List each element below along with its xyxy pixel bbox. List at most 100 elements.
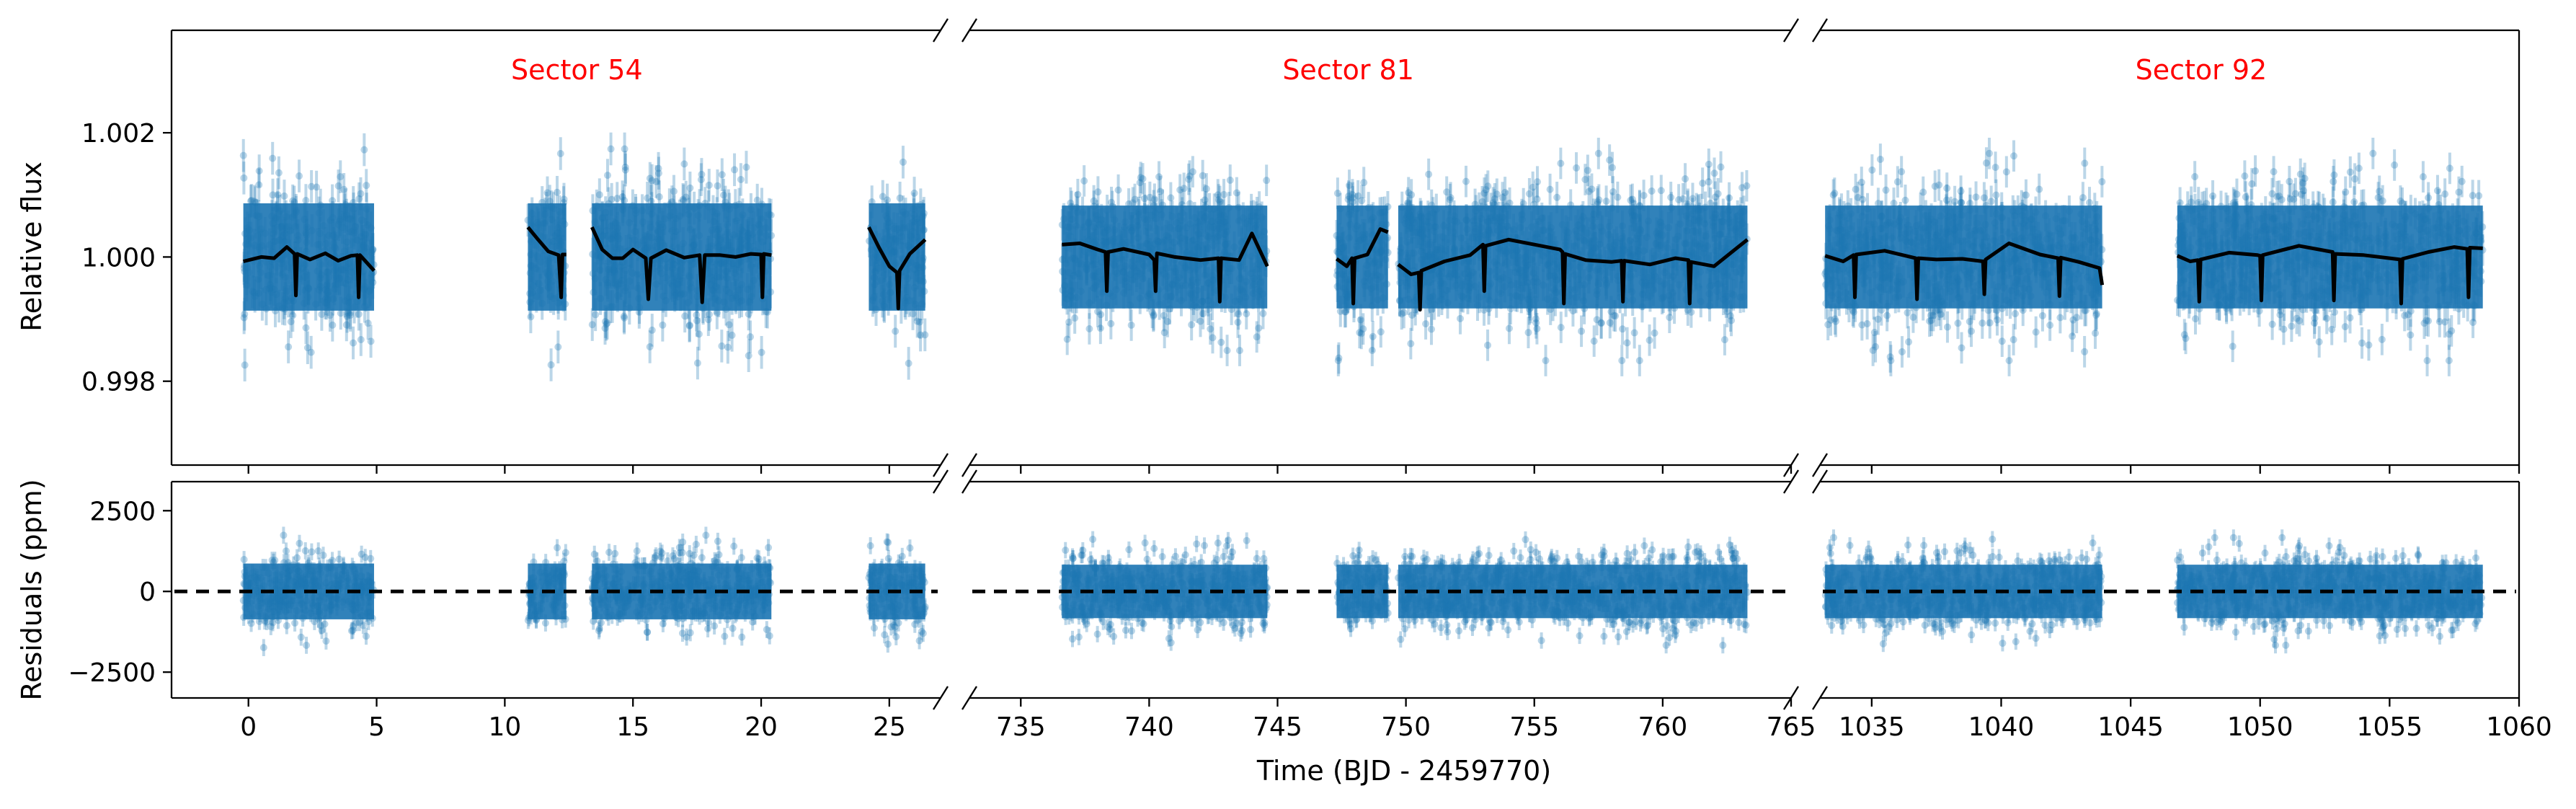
data-point [1470,217,1478,225]
data-point [589,250,597,258]
data-point [1832,317,1840,325]
data-point [1533,178,1541,186]
data-point [1225,203,1233,211]
data-point [1097,311,1105,319]
data-point [327,216,334,224]
data-point [1738,262,1746,270]
data-point [1726,260,1734,268]
data-point [1547,267,1555,275]
data-point [239,151,247,159]
data-point [1109,292,1117,300]
data-point [605,257,613,265]
data-point [1163,231,1171,239]
data-point [745,352,752,360]
data-point [556,149,564,157]
data-point [337,309,345,317]
data-point [913,215,921,223]
data-point [734,261,742,269]
data-point [2011,282,2019,290]
data-point [285,264,293,272]
data-point [1496,224,1504,232]
data-point [343,312,351,320]
data-point [611,262,619,270]
data-point [1206,224,1214,231]
data-point [1463,257,1471,265]
data-point [318,310,326,318]
data-point [1204,233,1212,241]
data-point [1903,238,1911,246]
data-point [1111,262,1119,270]
data-point [1450,244,1458,252]
data-point [1168,281,1176,289]
data-point [1226,265,1234,273]
data-point [1869,346,1877,354]
data-point [1173,219,1181,227]
data-point [1189,276,1196,284]
data-point [1553,193,1561,201]
data-point [1574,221,1582,229]
data-point [267,284,275,292]
data-point [1065,269,1073,277]
data-point [1493,267,1501,275]
data-point [1920,273,1928,281]
data-point [589,207,597,215]
data-point [2032,263,2040,271]
data-point [681,312,689,320]
data-point [359,242,367,249]
data-point [615,234,623,242]
data-point [1238,238,1245,246]
data-point [258,242,266,249]
data-point [916,276,924,284]
data-point [1145,289,1153,297]
data-point [1726,239,1733,247]
data-point [1664,244,1671,252]
data-point [526,290,534,298]
data-point [1093,278,1101,286]
data-point [880,291,888,299]
data-point [1193,303,1201,311]
data-point [1093,212,1101,220]
data-point [590,288,598,296]
data-point [904,275,912,283]
data-point [1181,262,1189,270]
data-point [1535,217,1542,225]
data-point [902,210,910,218]
data-point [1128,226,1136,234]
data-point [1667,204,1675,212]
data-point [1863,226,1871,234]
data-point [1896,213,1904,221]
data-point [1198,217,1206,225]
data-point [1176,273,1183,281]
data-point [647,224,654,231]
data-point [1452,272,1460,280]
data-point [244,264,252,272]
data-point [1150,311,1158,319]
data-point [1345,234,1353,242]
data-point [1204,244,1212,252]
data-point [1527,223,1535,231]
data-point [1658,231,1666,239]
data-point [1421,218,1429,226]
data-point [1719,272,1727,280]
data-point [1969,242,1977,250]
data-point [668,256,676,264]
data-point [648,177,656,185]
data-point [323,268,331,276]
data-point [1067,292,1075,300]
data-point [1672,263,1680,271]
data-point [1203,232,1211,240]
data-point [718,342,726,350]
data-point [1178,216,1186,224]
data-point [1188,321,1196,329]
data-point [1935,306,1943,314]
data-point [360,285,368,293]
data-point [1248,217,1256,225]
data-point [1972,193,1980,201]
data-point [872,251,880,259]
data-point [1847,270,1855,278]
data-point [644,244,652,252]
data-point [1070,254,1078,262]
data-point [1196,261,1204,269]
data-point [332,265,340,273]
data-point [883,215,891,223]
